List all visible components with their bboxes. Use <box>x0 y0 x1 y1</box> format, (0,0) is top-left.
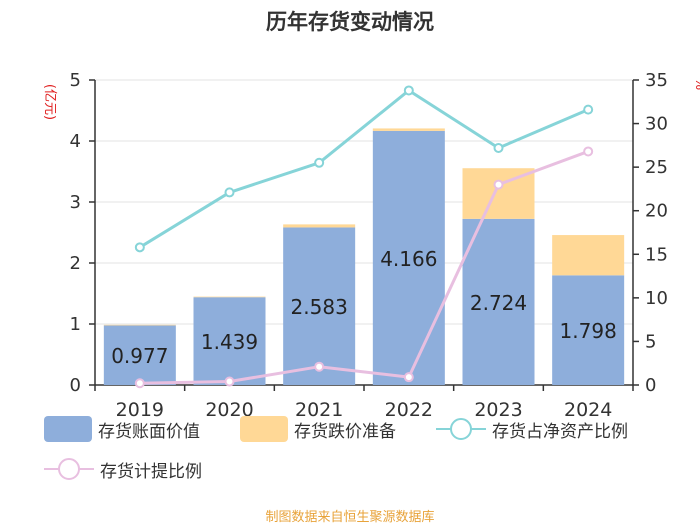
provision-ratio-point <box>493 179 504 190</box>
bar-book-value <box>103 325 176 385</box>
bar-data-label: 2.583 <box>291 295 348 319</box>
bar-data-label: 0.977 <box>111 344 168 368</box>
legend-item-impairment[interactable]: 存货跌价准备 <box>240 416 396 442</box>
legend-label-impairment: 存货跌价准备 <box>294 421 396 442</box>
legend-label-book-value: 存货账面价值 <box>98 421 200 442</box>
x-axis-tick-label: 2023 <box>474 399 522 421</box>
left-axis-tick-label: 5 <box>70 70 81 91</box>
ratio-net-assets-point <box>493 142 504 153</box>
right-axis-tick-label: 25 <box>645 157 668 178</box>
ratio-net-assets-point <box>134 242 145 253</box>
legend-marker-provision-ratio <box>44 456 94 482</box>
provision-ratio-point <box>583 146 594 157</box>
left-axis-tick-label: 4 <box>70 131 81 152</box>
legend-label-provision-ratio: 存货计提比例 <box>100 461 202 482</box>
ratio-net-assets-line <box>139 88 589 249</box>
bar-impairment <box>103 324 176 326</box>
bar-book-value <box>372 130 445 385</box>
ratio-net-assets-point <box>314 157 325 168</box>
bar-impairment <box>372 128 445 131</box>
provision-ratio-point <box>314 361 325 372</box>
bar-data-label: 4.166 <box>380 247 437 271</box>
right-axis-tick-label: 5 <box>645 331 656 352</box>
left-axis-tick-label: 1 <box>70 314 81 335</box>
bar-book-value <box>462 218 535 385</box>
x-axis-tick-label: 2021 <box>295 399 343 421</box>
provision-ratio-point <box>134 378 145 389</box>
legend-swatch-impairment <box>240 416 288 442</box>
legend-item-provision-ratio[interactable]: 存货计提比例 <box>44 456 202 482</box>
source-note: 制图数据来自恒生聚源数据库 <box>265 510 435 525</box>
bar-impairment <box>193 296 266 298</box>
right-axis-label: % <box>692 78 700 90</box>
left-axis-tick-label: 3 <box>70 192 81 213</box>
right-axis-tick-label: 15 <box>645 244 668 265</box>
provision-ratio-point <box>224 376 235 387</box>
right-axis-tick-label: 0 <box>645 375 656 396</box>
legend-marker-ratio-net-assets <box>436 416 486 442</box>
bar-data-label: 2.724 <box>470 291 527 315</box>
x-axis-tick-label: 2024 <box>564 399 612 421</box>
left-axis-label: (亿元) <box>42 84 57 120</box>
bar-book-value <box>283 227 356 385</box>
x-axis-tick-label: 2019 <box>116 399 164 421</box>
x-axis-tick-label: 2022 <box>385 399 433 421</box>
right-axis-tick-label: 30 <box>645 114 668 135</box>
right-axis-tick-label: 35 <box>645 70 668 91</box>
bar-book-value <box>193 297 266 385</box>
ratio-net-assets-point <box>403 85 414 96</box>
provision-ratio-line <box>139 150 589 385</box>
bar-impairment <box>552 235 625 276</box>
left-axis-tick-label: 0 <box>70 375 81 396</box>
legend-label-ratio-net-assets: 存货占净资产比例 <box>492 421 628 442</box>
ratio-net-assets-point <box>224 187 235 198</box>
bar-data-label: 1.798 <box>560 319 617 343</box>
x-axis-tick-label: 2020 <box>205 399 253 421</box>
legend-swatch-book-value <box>44 416 92 442</box>
chart-title: 历年存货变动情况 <box>266 10 434 34</box>
right-axis-tick-label: 10 <box>645 288 668 309</box>
legend-item-book-value[interactable]: 存货账面价值 <box>44 416 200 442</box>
legend-item-ratio-net-assets[interactable]: 存货占净资产比例 <box>436 416 628 442</box>
provision-ratio-point <box>403 372 414 383</box>
right-axis-tick-label: 20 <box>645 201 668 222</box>
bar-book-value <box>552 275 625 385</box>
bar-impairment <box>283 224 356 228</box>
left-axis-tick-label: 2 <box>70 253 81 274</box>
ratio-net-assets-point <box>583 104 594 115</box>
bar-data-label: 1.439 <box>201 330 258 354</box>
